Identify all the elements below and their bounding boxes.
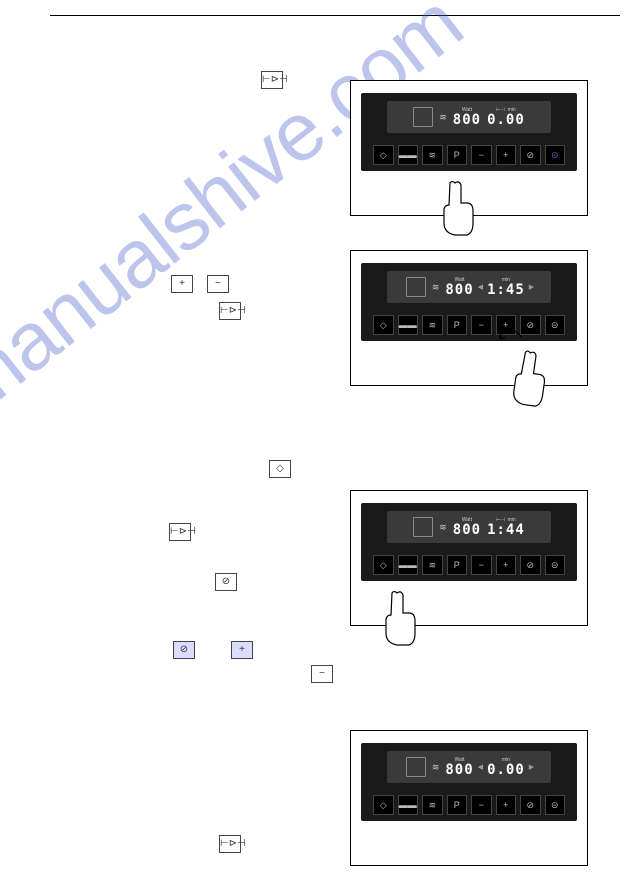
wave-icon: ≋ xyxy=(432,282,440,293)
lcd-frame-icon xyxy=(406,277,426,297)
control-panel: ≋ Watt 800 ◀ min 0.00 ▶ ◇ xyxy=(361,743,577,821)
stop-button[interactable]: ⊝ xyxy=(545,795,566,815)
plus-icon: + xyxy=(231,641,253,659)
min-value: 0.00 xyxy=(487,113,525,127)
stop-button[interactable]: ⊝ xyxy=(545,555,566,575)
panel-illustration-3: ≋ Watt 800 ⊢⊣ min 1:44 ◇ ▬▬ ≋ xyxy=(350,490,588,626)
wave-icon: ≋ xyxy=(432,762,440,773)
diamond-icon: ◇ xyxy=(269,460,291,478)
left-column: ⊢⊳⊣ + − ⊢⊳⊣ ◇ ⊢⊳⊣ ⊘ ⊘ + − ⊢⊳⊣ xyxy=(50,15,340,883)
watt-read: Watt 800 xyxy=(453,518,481,537)
clock-icon: ⊘ xyxy=(173,641,195,659)
lcd-frame-icon xyxy=(406,757,426,777)
skip-icon: ⊢⊳⊣ xyxy=(169,523,191,541)
panel-illustration-2: ≋ Watt 800 ◀ min 1:45 ▶ ◇ xyxy=(350,250,588,386)
program-button[interactable]: P xyxy=(447,795,468,815)
start-button[interactable]: ◇ xyxy=(373,795,394,815)
min-read: min 1:45 xyxy=(487,278,525,297)
clock-icon: ⊘ xyxy=(215,573,237,591)
clock-button[interactable]: ⊘ xyxy=(520,145,541,165)
plus-icon: + xyxy=(171,275,193,293)
min-read: ⊢⊣ min 1:44 xyxy=(487,518,525,537)
microwave-button[interactable]: ≋ xyxy=(422,315,443,335)
skip-icon: ⊢⊳⊣ xyxy=(219,835,241,853)
button-row: ◇ ▬▬ ≋ P − + ⊘ ⊝ xyxy=(373,145,565,165)
min-read: min 0.00 xyxy=(487,758,525,777)
minus-icon: − xyxy=(207,275,229,293)
lcd-display: ≋ Watt 800 ◀ min 0.00 ▶ xyxy=(387,751,551,783)
right-arrow-icon: ▶ xyxy=(529,763,534,771)
content: ⊢⊳⊣ + − ⊢⊳⊣ ◇ ⊢⊳⊣ ⊘ ⊘ + − ⊢⊳⊣ ≋ Watt xyxy=(50,15,620,883)
left-arrow-icon: ◀ xyxy=(478,283,483,291)
start-button[interactable]: ◇ xyxy=(373,145,394,165)
program-button[interactable]: P xyxy=(447,315,468,335)
min-value: 0.00 xyxy=(487,763,525,777)
watt-value: 800 xyxy=(453,523,481,537)
control-panel: ≋ Watt 800 ⊢⊣ min 1:44 ◇ ▬▬ ≋ xyxy=(361,503,577,581)
plus-button[interactable]: + xyxy=(496,145,517,165)
stop-button[interactable]: ⊝ xyxy=(545,145,566,165)
plus-button[interactable]: + xyxy=(496,555,517,575)
swirl-arrow-icon xyxy=(497,325,527,347)
start-button[interactable]: ◇ xyxy=(373,315,394,335)
watt-value: 800 xyxy=(445,283,473,297)
panel-illustration-4: ≋ Watt 800 ◀ min 0.00 ▶ ◇ xyxy=(350,730,588,866)
page: manualshive.com ⊢⊳⊣ + − ⊢⊳⊣ ◇ ⊢⊳⊣ ⊘ ⊘ + … xyxy=(0,0,630,893)
microwave-button[interactable]: ≋ xyxy=(422,795,443,815)
button-row: ◇ ▬▬ ≋ P − + ⊘ ⊝ xyxy=(373,795,565,815)
minus-button[interactable]: − xyxy=(471,145,492,165)
grill-button[interactable]: ▬▬ xyxy=(398,145,419,165)
microwave-button[interactable]: ≋ xyxy=(422,555,443,575)
program-button[interactable]: P xyxy=(447,555,468,575)
minus-icon: − xyxy=(311,665,333,683)
right-column: ≋ Watt 800 ⊢⊣ min 0.00 ◇ ▬▬ ≋ xyxy=(350,15,610,883)
grill-button[interactable]: ▬▬ xyxy=(398,315,419,335)
minus-button[interactable]: − xyxy=(471,315,492,335)
watt-value: 800 xyxy=(453,113,481,127)
lcd-display: ≋ Watt 800 ⊢⊣ min 1:44 xyxy=(387,511,551,543)
watt-read: Watt 800 xyxy=(445,758,473,777)
minus-button[interactable]: − xyxy=(471,795,492,815)
lcd-display: ≋ Watt 800 ◀ min 1:45 ▶ xyxy=(387,271,551,303)
stop-button[interactable]: ⊝ xyxy=(545,315,566,335)
lcd-frame-icon xyxy=(413,517,433,537)
button-row: ◇ ▬▬ ≋ P − + ⊘ ⊝ xyxy=(373,315,565,335)
plus-button[interactable]: + xyxy=(496,795,517,815)
panel-illustration-1: ≋ Watt 800 ⊢⊣ min 0.00 ◇ ▬▬ ≋ xyxy=(350,80,588,216)
skip-icon: ⊢⊳⊣ xyxy=(261,71,283,89)
watt-value: 800 xyxy=(445,763,473,777)
left-arrow-icon: ◀ xyxy=(478,763,483,771)
min-value: 1:45 xyxy=(487,283,525,297)
right-arrow-icon: ▶ xyxy=(529,283,534,291)
grill-button[interactable]: ▬▬ xyxy=(398,795,419,815)
finger-icon xyxy=(505,345,553,410)
grill-button[interactable]: ▬▬ xyxy=(398,555,419,575)
wave-icon: ≋ xyxy=(439,522,447,533)
clock-button[interactable]: ⊘ xyxy=(520,555,541,575)
min-value: 1:44 xyxy=(487,523,525,537)
program-button[interactable]: P xyxy=(447,145,468,165)
wave-icon: ≋ xyxy=(439,112,447,123)
watt-read: Watt 800 xyxy=(445,278,473,297)
start-button[interactable]: ◇ xyxy=(373,555,394,575)
finger-icon xyxy=(379,587,419,647)
lcd-frame-icon xyxy=(413,107,433,127)
clock-button[interactable]: ⊘ xyxy=(520,795,541,815)
minus-button[interactable]: − xyxy=(471,555,492,575)
watt-read: Watt 800 xyxy=(453,108,481,127)
lcd-display: ≋ Watt 800 ⊢⊣ min 0.00 xyxy=(387,101,551,133)
button-row: ◇ ▬▬ ≋ P − + ⊘ ⊝ xyxy=(373,555,565,575)
control-panel: ≋ Watt 800 ⊢⊣ min 0.00 ◇ ▬▬ ≋ xyxy=(361,93,577,171)
control-panel: ≋ Watt 800 ◀ min 1:45 ▶ ◇ xyxy=(361,263,577,341)
microwave-button[interactable]: ≋ xyxy=(422,145,443,165)
min-read: ⊢⊣ min 0.00 xyxy=(487,108,525,127)
skip-icon: ⊢⊳⊣ xyxy=(219,302,241,320)
finger-icon xyxy=(437,177,477,237)
